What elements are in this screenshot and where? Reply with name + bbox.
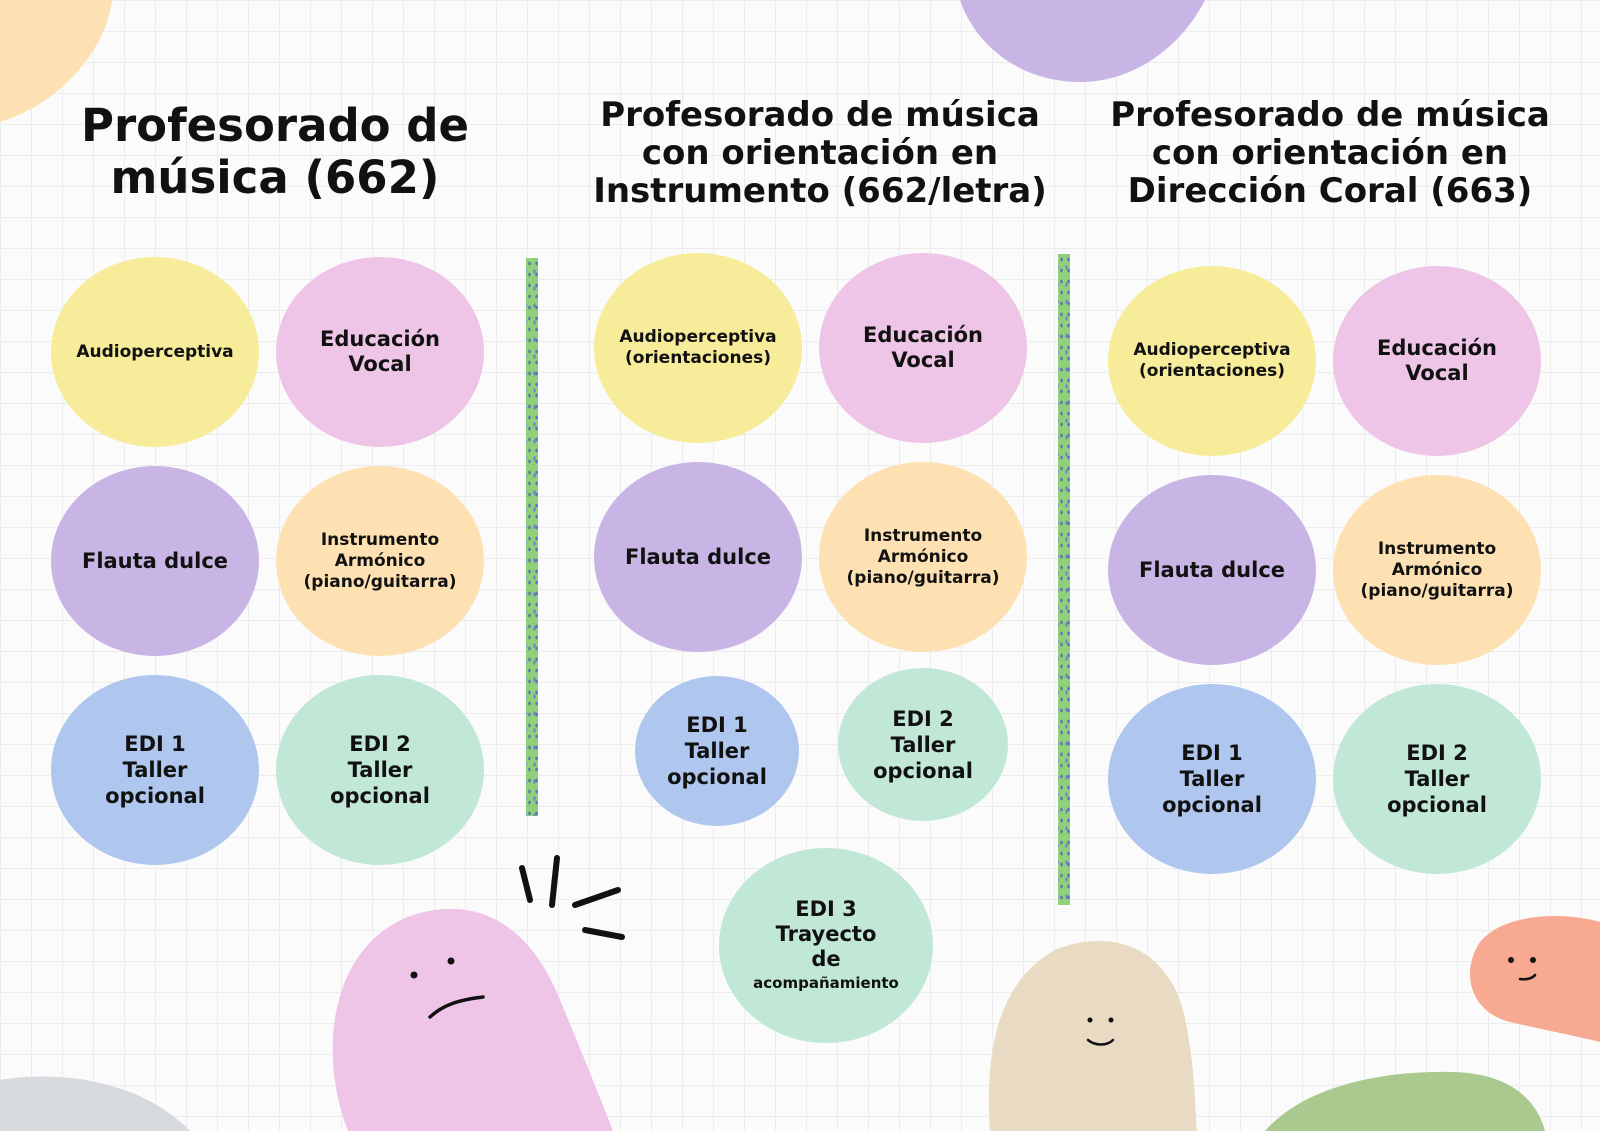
subject-edi-2: EDI 2 Taller opcional [838,668,1008,821]
column-divider-1 [526,258,538,816]
column-1-title: Profesorado de música (662) [81,99,469,204]
subject-edi-3-trayecto: EDI 3 Trayecto de acompañamiento [719,848,933,1043]
subject-edi-1: EDI 1 Taller opcional [635,676,799,826]
subject-edi-2: EDI 2 Taller opcional [276,675,484,865]
subject-flauta-dulce: Flauta dulce [51,466,259,656]
peach-corner-blob [0,0,112,122]
smiling-beige-blob [988,940,1197,1131]
subject-flauta-dulce: Flauta dulce [1108,475,1316,665]
subject-edi-1: EDI 1 Taller opcional [51,675,259,865]
gray-blob [0,1076,190,1131]
frowning-pink-blob [332,908,613,1131]
subject-flauta-dulce: Flauta dulce [594,462,802,652]
subject-educacion-vocal: Educación Vocal [819,253,1027,443]
subject-audioperceptiva: Audioperceptiva [51,257,259,447]
subject-instrumento-armonico: Instrumento Armónico (piano/guitarra) [819,462,1027,652]
subject-audioperceptiva-orientaciones: Audioperceptiva (orientaciones) [1108,266,1316,456]
column-2-title: Profesorado de música con orientación en… [593,95,1047,211]
green-blob [1265,1071,1545,1131]
subject-edi-1: EDI 1 Taller opcional [1108,684,1316,874]
subject-edi-2: EDI 2 Taller opcional [1333,684,1541,874]
purple-blob [960,0,1205,82]
subject-audioperceptiva-orientaciones: Audioperceptiva (orientaciones) [594,253,802,443]
excitement-lines-icon [519,855,625,940]
subject-instrumento-armonico: Instrumento Armónico (piano/guitarra) [276,466,484,656]
column-3-title: Profesorado de música con orientación en… [1110,95,1550,211]
smiling-coral-blob [1470,916,1600,1042]
subject-educacion-vocal: Educación Vocal [276,257,484,447]
subject-instrumento-armonico: Instrumento Armónico (piano/guitarra) [1333,475,1541,665]
column-divider-2 [1058,254,1070,905]
subject-educacion-vocal: Educación Vocal [1333,266,1541,456]
